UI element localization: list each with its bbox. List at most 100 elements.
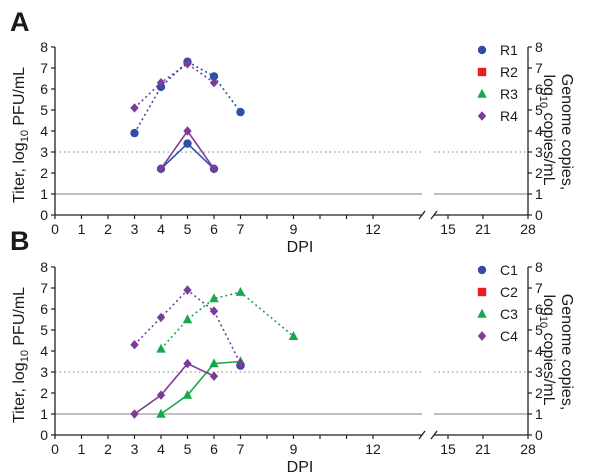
x-tick-label: 1	[78, 221, 86, 237]
series-R4-titer	[157, 126, 218, 173]
data-point	[130, 103, 138, 112]
series-C3-genome	[156, 287, 298, 353]
panel-label: A	[10, 7, 30, 37]
legend-marker	[477, 89, 486, 98]
x-tick-label: 9	[290, 441, 298, 457]
legend-marker	[478, 111, 486, 120]
legend-marker	[478, 288, 486, 296]
legend-label: C3	[500, 306, 518, 322]
x-tick-label: 28	[520, 221, 536, 237]
legend-marker	[478, 331, 486, 340]
y-tick-label-left: 2	[40, 165, 48, 181]
data-point	[157, 313, 165, 322]
y-tick-label-right: 1	[535, 406, 543, 422]
y-label-right-line2-prefix: log	[540, 295, 557, 316]
series-C4-titer	[130, 359, 218, 419]
series-R4-genome	[130, 59, 218, 113]
x-tick-label: 15	[440, 221, 456, 237]
series-C3-titer	[156, 356, 245, 417]
x-tick-label: 21	[475, 221, 491, 237]
y-label-left-suffix: PFU/mL	[11, 67, 28, 130]
x-tick-label: 6	[210, 221, 218, 237]
legend-label: R2	[500, 64, 518, 80]
y-tick-label-right: 0	[535, 427, 543, 443]
series-C4-genome	[130, 285, 244, 368]
data-point	[236, 287, 245, 296]
y-tick-label-left: 1	[40, 186, 48, 202]
x-tick-label: 15	[440, 441, 456, 457]
data-point	[183, 139, 191, 147]
data-point	[289, 331, 298, 340]
x-tick-label: 3	[131, 441, 139, 457]
y-tick-label-left: 7	[40, 280, 48, 296]
y-label-left-suffix: PFU/mL	[11, 287, 28, 350]
x-tick-label: 3	[131, 221, 139, 237]
y-tick-label-left: 5	[40, 102, 48, 118]
x-tick-label: 12	[365, 221, 381, 237]
legend-marker	[478, 266, 486, 274]
x-tick-label: 1	[78, 441, 86, 457]
x-axis-label: DPI	[287, 239, 314, 256]
series-line	[135, 364, 215, 414]
y-label-left-prefix: Titer, log	[11, 142, 28, 203]
x-tick-label: 28	[520, 441, 536, 457]
x-tick-label: 5	[184, 441, 192, 457]
x-tick-label: 4	[157, 441, 165, 457]
y-tick-label-left: 3	[40, 144, 48, 160]
legend-marker	[478, 46, 486, 54]
legend-marker	[478, 68, 486, 76]
x-tick-label: 6	[210, 441, 218, 457]
data-point	[210, 78, 218, 87]
y-axis-label-right: Genome copies,log10 copies/mL	[537, 74, 575, 191]
data-point	[130, 129, 138, 137]
y-tick-label-left: 2	[40, 385, 48, 401]
legend-label: C1	[500, 262, 518, 278]
y-label-right-line2-suffix: copies/mL	[540, 328, 557, 405]
y-label-right-line2-suffix: copies/mL	[540, 108, 557, 185]
y-label-left-prefix: Titer, log	[11, 362, 28, 423]
legend-label: R4	[500, 108, 518, 124]
series-line	[161, 131, 214, 169]
chart-panel-A: A0 01 12 23 34 45 56 67 78 80 1 2 3 4 5 6 7 9 12 15 21 28DPIT…	[10, 7, 575, 256]
y-tick-label-left: 8	[40, 39, 48, 55]
y-tick-label-left: 1	[40, 406, 48, 422]
x-tick-label: 2	[104, 221, 112, 237]
y-tick-label-left: 4	[40, 343, 48, 359]
data-point	[183, 314, 192, 323]
legend-label: R3	[500, 86, 518, 102]
y-tick-label-left: 5	[40, 322, 48, 338]
y-label-left-subscript: 10	[19, 350, 31, 362]
x-tick-label: 0	[51, 441, 59, 457]
y-tick-label-right: 1	[535, 186, 543, 202]
y-axis-label-left: Titer, log10 PFU/mL	[11, 67, 31, 203]
panel-label: B	[10, 226, 30, 256]
data-point	[130, 340, 138, 349]
legend-label: C2	[500, 284, 518, 300]
x-tick-label: 12	[365, 441, 381, 457]
y-tick-label-left: 3	[40, 364, 48, 380]
y-label-right-line2-prefix: log	[540, 75, 557, 96]
y-label-right-line1: Genome copies,	[558, 294, 575, 411]
legend-marker	[477, 309, 486, 318]
y-tick-label-left: 6	[40, 81, 48, 97]
y-label-left-subscript: 10	[19, 130, 31, 142]
legend-label: R1	[500, 42, 518, 58]
y-label-right-line1: Genome copies,	[558, 74, 575, 191]
x-tick-label: 2	[104, 441, 112, 457]
legend-label: C4	[500, 328, 518, 344]
x-tick-label: 21	[475, 441, 491, 457]
y-label-right-line2-subscript: 10	[537, 96, 549, 108]
series-line	[161, 292, 294, 349]
data-point	[236, 108, 244, 116]
series-line	[135, 62, 241, 133]
chart-panel-B: B0 01 12 23 34 45 56 67 78 80 1 2 3 4 5 6 7 9 12 15 21 28DPIT…	[10, 226, 575, 472]
x-axis-label: DPI	[287, 459, 314, 472]
series-line	[135, 290, 241, 364]
y-tick-label-right: 8	[535, 39, 543, 55]
x-tick-label: 5	[184, 221, 192, 237]
series-R1-titer	[157, 139, 218, 173]
y-label-right-line2-subscript: 10	[537, 316, 549, 328]
series-R1-genome	[130, 58, 244, 138]
x-tick-label: 9	[290, 221, 298, 237]
